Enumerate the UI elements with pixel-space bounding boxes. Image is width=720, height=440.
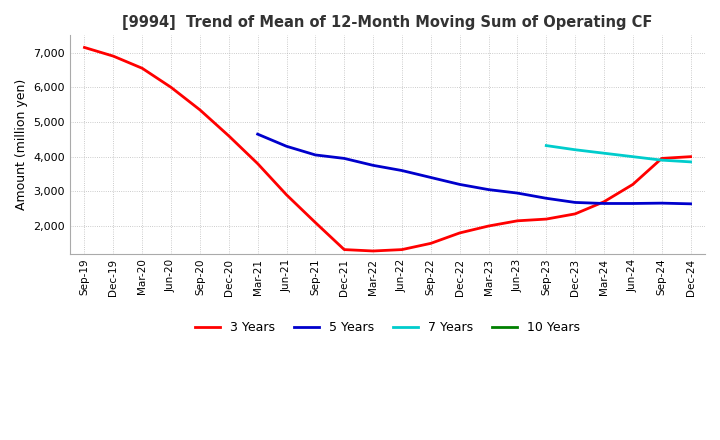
5 Years xyxy=(686,201,695,206)
3 Years xyxy=(253,161,262,166)
Y-axis label: Amount (million yen): Amount (million yen) xyxy=(15,79,28,210)
7 Years xyxy=(686,159,695,165)
7 Years xyxy=(542,143,551,148)
5 Years xyxy=(629,201,637,206)
5 Years xyxy=(571,200,580,205)
3 Years xyxy=(282,192,291,198)
3 Years xyxy=(138,66,146,71)
7 Years xyxy=(629,154,637,159)
3 Years xyxy=(397,247,406,252)
7 Years xyxy=(657,158,666,163)
Line: 5 Years: 5 Years xyxy=(258,134,690,204)
3 Years xyxy=(167,84,176,90)
3 Years xyxy=(196,107,204,113)
Line: 3 Years: 3 Years xyxy=(84,48,690,251)
3 Years xyxy=(455,230,464,235)
Line: 7 Years: 7 Years xyxy=(546,146,690,162)
3 Years xyxy=(686,154,695,159)
3 Years xyxy=(369,248,377,253)
3 Years xyxy=(600,199,608,205)
5 Years xyxy=(485,187,493,192)
3 Years xyxy=(80,45,89,50)
5 Years xyxy=(253,132,262,137)
3 Years xyxy=(485,224,493,229)
3 Years xyxy=(657,156,666,161)
3 Years xyxy=(542,216,551,222)
5 Years xyxy=(542,196,551,201)
3 Years xyxy=(225,133,233,139)
5 Years xyxy=(657,201,666,206)
5 Years xyxy=(340,156,348,161)
3 Years xyxy=(109,54,117,59)
7 Years xyxy=(600,150,608,156)
3 Years xyxy=(426,241,435,246)
3 Years xyxy=(571,211,580,216)
3 Years xyxy=(311,220,320,225)
3 Years xyxy=(513,218,522,224)
5 Years xyxy=(397,168,406,173)
5 Years xyxy=(311,152,320,158)
5 Years xyxy=(600,201,608,206)
3 Years xyxy=(340,247,348,252)
Title: [9994]  Trend of Mean of 12-Month Moving Sum of Operating CF: [9994] Trend of Mean of 12-Month Moving … xyxy=(122,15,653,30)
3 Years xyxy=(629,182,637,187)
7 Years xyxy=(571,147,580,152)
5 Years xyxy=(426,175,435,180)
5 Years xyxy=(513,191,522,196)
5 Years xyxy=(369,163,377,168)
5 Years xyxy=(282,143,291,149)
5 Years xyxy=(455,182,464,187)
Legend: 3 Years, 5 Years, 7 Years, 10 Years: 3 Years, 5 Years, 7 Years, 10 Years xyxy=(190,316,585,339)
